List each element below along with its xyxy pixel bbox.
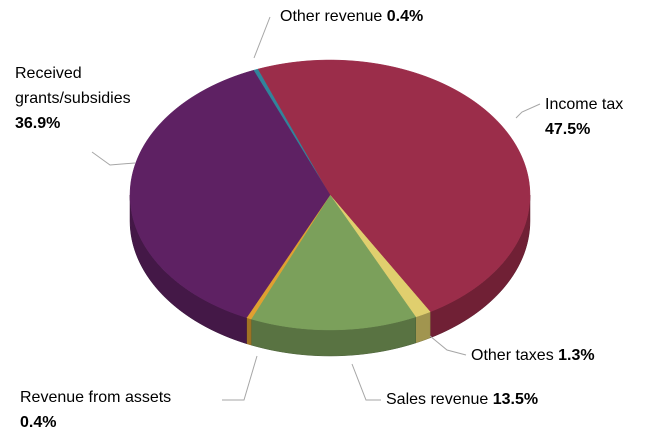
label-name: Sales revenue (386, 391, 489, 408)
leader-line (222, 355, 258, 401)
label-value: 0.4% (20, 414, 57, 431)
slice (129, 69, 331, 318)
leader-line (515, 103, 541, 119)
data-label: Other taxes 1.3% (471, 343, 655, 368)
data-label: Other revenue 0.4% (280, 4, 580, 29)
leader-line (253, 16, 271, 59)
data-label: Received grants/subsidies 36.9% (15, 61, 135, 136)
leader-line (91, 151, 136, 166)
label-value: 36.9% (15, 115, 61, 132)
label-name: Other revenue (280, 8, 383, 25)
slice-side (246, 317, 252, 346)
label-value: 47.5% (545, 121, 591, 138)
label-name: Received grants/subsidies (15, 65, 131, 107)
label-value: 13.5% (492, 391, 539, 408)
leader-line (429, 335, 467, 356)
slice (257, 59, 531, 313)
data-label: Sales revenue 13.5% (386, 387, 636, 412)
label-name: Revenue from assets (20, 389, 172, 406)
label-name: Other taxes (471, 347, 554, 364)
slice (250, 194, 417, 331)
data-label: Revenue from assets 0.4% (20, 385, 230, 435)
label-value: 0.4% (386, 8, 424, 25)
label-value: 1.3% (558, 347, 595, 364)
leader-line (351, 363, 381, 401)
label-name: Income tax (545, 96, 624, 113)
data-label: Income tax 47.5% (545, 92, 655, 142)
